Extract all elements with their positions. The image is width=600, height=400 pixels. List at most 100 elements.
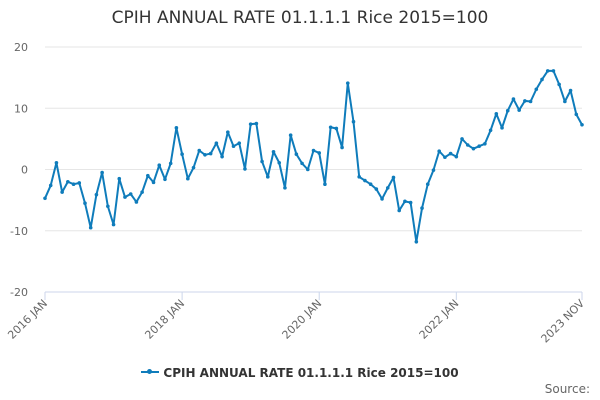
data-point[interactable] — [408, 200, 413, 205]
data-point[interactable] — [94, 192, 99, 197]
data-point[interactable] — [488, 128, 493, 133]
data-point[interactable] — [248, 122, 253, 126]
data-point[interactable] — [528, 99, 533, 104]
series-line — [44, 69, 583, 243]
data-point[interactable] — [374, 187, 379, 191]
data-point[interactable] — [391, 175, 396, 180]
data-point[interactable] — [123, 195, 127, 199]
data-point[interactable] — [477, 144, 481, 149]
data-point[interactable] — [180, 152, 184, 156]
data-point[interactable] — [574, 112, 579, 117]
data-point[interactable] — [203, 153, 207, 157]
x-tick-label: 2020 JAN — [280, 297, 325, 342]
data-point[interactable] — [340, 145, 344, 150]
data-point[interactable] — [151, 180, 156, 185]
data-point[interactable] — [157, 163, 162, 168]
data-point[interactable] — [557, 82, 561, 87]
data-point[interactable] — [191, 165, 196, 170]
data-point[interactable] — [551, 69, 556, 73]
data-point[interactable] — [465, 143, 470, 147]
data-point[interactable] — [283, 186, 287, 190]
data-point[interactable] — [414, 239, 419, 244]
data-point[interactable] — [334, 126, 339, 131]
data-point[interactable] — [220, 154, 224, 159]
data-point[interactable] — [277, 160, 282, 165]
data-point[interactable] — [117, 176, 122, 181]
data-point[interactable] — [357, 175, 362, 179]
data-point[interactable] — [77, 181, 82, 185]
data-point[interactable] — [197, 148, 202, 153]
data-point[interactable] — [88, 225, 93, 230]
data-point[interactable] — [111, 222, 116, 227]
data-point[interactable] — [403, 199, 407, 204]
data-point[interactable] — [260, 159, 264, 164]
data-point[interactable] — [368, 182, 373, 186]
data-point[interactable] — [385, 186, 390, 190]
y-tick-label: -20 — [10, 286, 28, 299]
data-point[interactable] — [431, 168, 436, 172]
data-point[interactable] — [437, 149, 441, 153]
data-point[interactable] — [300, 161, 304, 166]
data-point[interactable] — [483, 141, 487, 146]
data-point[interactable] — [351, 119, 356, 124]
data-point[interactable] — [448, 151, 453, 156]
data-point[interactable] — [168, 161, 173, 166]
data-point[interactable] — [505, 108, 510, 113]
data-point[interactable] — [563, 99, 567, 104]
y-tick-label: -10 — [10, 225, 28, 238]
data-point[interactable] — [294, 152, 299, 156]
data-point[interactable] — [134, 200, 139, 204]
data-point[interactable] — [305, 167, 310, 172]
data-point[interactable] — [580, 122, 584, 127]
data-point[interactable] — [380, 197, 384, 201]
data-point[interactable] — [545, 69, 550, 73]
data-point[interactable] — [425, 182, 430, 186]
data-point[interactable] — [288, 133, 293, 137]
data-point[interactable] — [163, 177, 167, 182]
data-point[interactable] — [540, 77, 544, 82]
data-point[interactable] — [140, 190, 144, 194]
data-point[interactable] — [174, 126, 179, 130]
data-point[interactable] — [146, 173, 150, 178]
data-point[interactable] — [128, 192, 133, 196]
data-point[interactable] — [100, 170, 104, 175]
data-point[interactable] — [66, 179, 70, 184]
data-point[interactable] — [237, 141, 242, 145]
data-point[interactable] — [231, 144, 236, 149]
data-point[interactable] — [443, 155, 447, 160]
data-point[interactable] — [226, 130, 230, 134]
data-point[interactable] — [208, 151, 213, 156]
data-point[interactable] — [83, 201, 87, 205]
data-point[interactable] — [243, 167, 247, 171]
data-point[interactable] — [471, 146, 476, 151]
data-point[interactable] — [271, 149, 276, 154]
data-point[interactable] — [345, 81, 350, 85]
legend[interactable]: CPIH ANNUAL RATE 01.1.1.1 Rice 2015=100 — [0, 366, 600, 380]
data-point[interactable] — [186, 176, 190, 181]
data-point[interactable] — [460, 137, 464, 141]
data-point[interactable] — [454, 154, 459, 159]
data-point[interactable] — [494, 111, 499, 116]
data-point[interactable] — [48, 183, 53, 188]
data-point[interactable] — [43, 196, 47, 201]
data-point[interactable] — [328, 125, 333, 130]
data-point[interactable] — [517, 108, 521, 112]
data-point[interactable] — [420, 206, 424, 210]
data-point[interactable] — [523, 99, 527, 103]
data-point[interactable] — [397, 208, 401, 213]
data-point[interactable] — [311, 148, 316, 153]
data-point[interactable] — [363, 178, 367, 183]
data-point[interactable] — [568, 88, 573, 93]
data-point[interactable] — [534, 87, 539, 92]
data-point[interactable] — [511, 97, 516, 101]
data-point[interactable] — [317, 151, 322, 155]
data-point[interactable] — [54, 160, 59, 165]
data-point[interactable] — [500, 126, 504, 130]
data-point[interactable] — [106, 204, 110, 209]
data-point[interactable] — [254, 121, 259, 126]
data-point[interactable] — [60, 190, 64, 194]
data-point[interactable] — [214, 141, 219, 145]
data-point[interactable] — [265, 175, 270, 179]
data-point[interactable] — [71, 182, 76, 186]
data-point[interactable] — [323, 182, 327, 186]
